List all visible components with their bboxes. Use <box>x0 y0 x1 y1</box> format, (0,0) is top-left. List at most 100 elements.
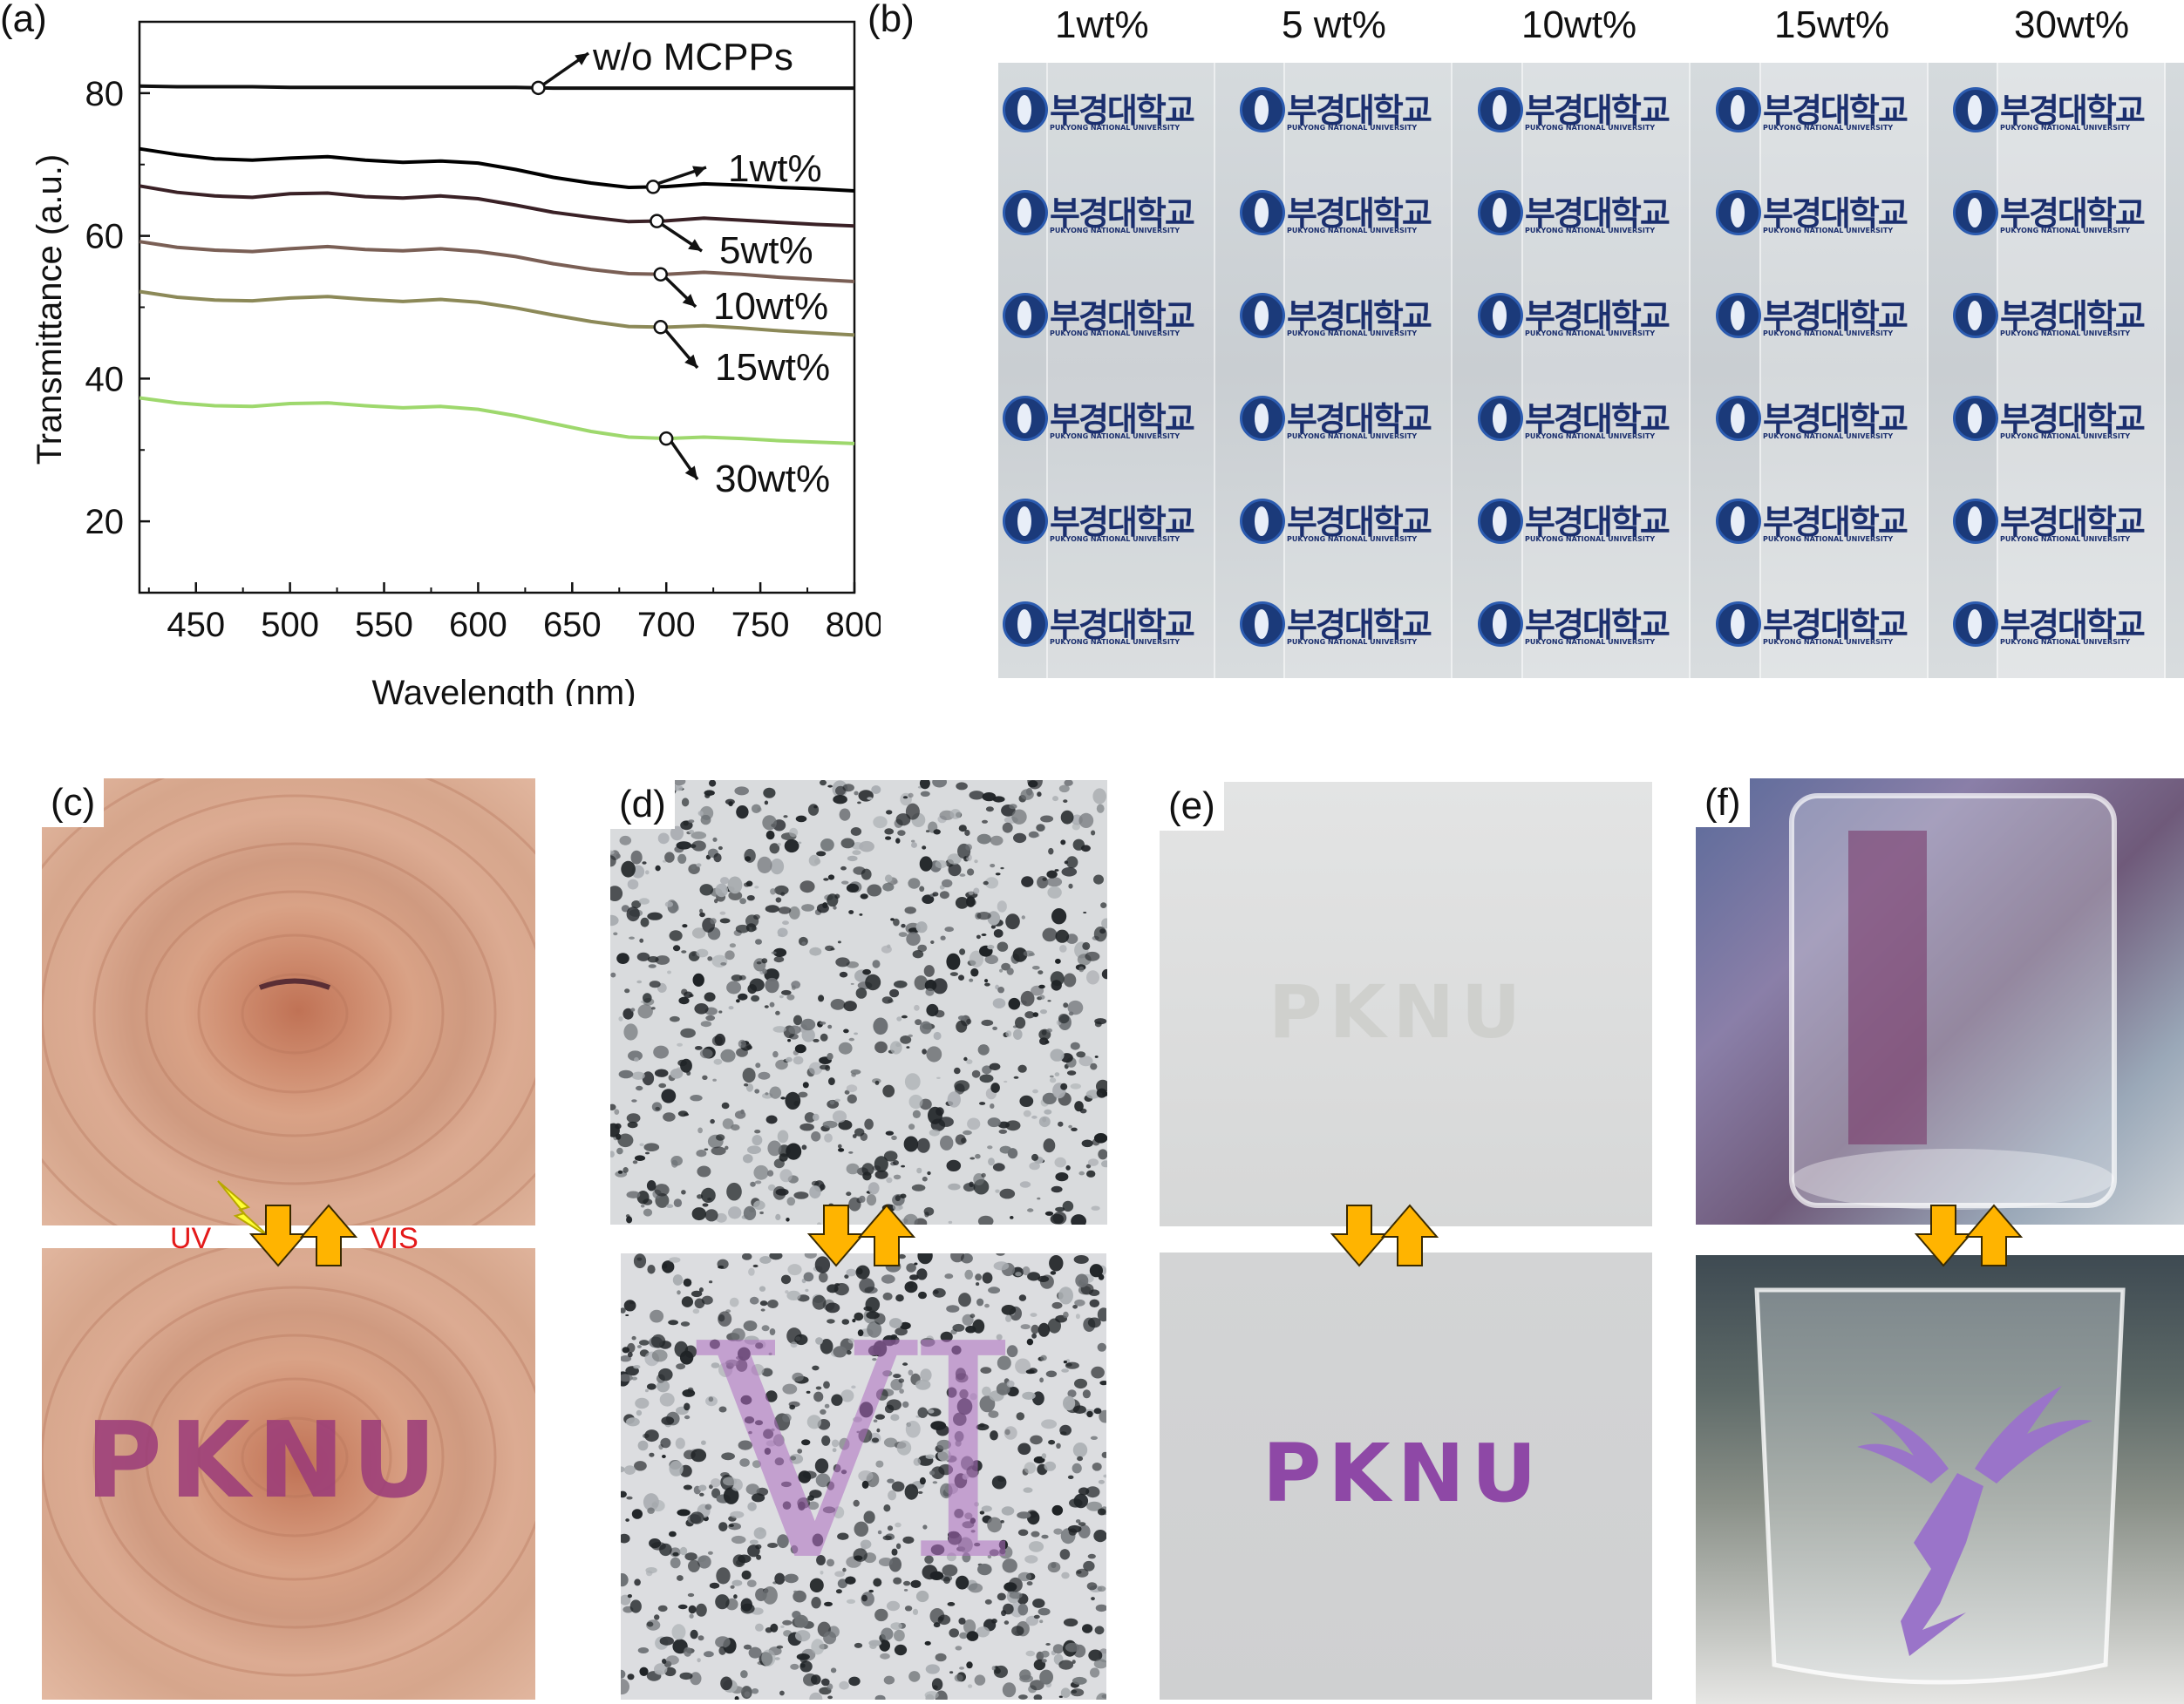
y-tick-label: 60 <box>85 218 125 256</box>
logo-subtext: PUKYONG NATIONAL UNIVERSITY <box>1525 535 1656 543</box>
x-tick-label: 550 <box>355 606 413 644</box>
logo-text: 부경대학교 <box>1287 400 1432 438</box>
logo-text: 부경대학교 <box>1763 297 1908 336</box>
x-tick-label: 500 <box>261 606 319 644</box>
logo-cell: 부경대학교 PUKYONG NATIONAL UNIVERSITY <box>1240 73 1471 152</box>
logo-text: 부경대학교 <box>1050 606 1195 644</box>
logo-cell: 부경대학교 PUKYONG NATIONAL UNIVERSITY <box>1953 176 2184 255</box>
granite-speckle-after <box>621 1253 1106 1700</box>
logo-cell: 부경대학교 PUKYONG NATIONAL UNIVERSITY <box>1716 382 1947 460</box>
logo-cell: 부경대학교 PUKYONG NATIONAL UNIVERSITY <box>1953 73 2184 152</box>
glass-photo-after <box>1696 1255 2184 1704</box>
logo-text: 부경대학교 <box>1050 400 1195 438</box>
film-strip <box>1997 63 2166 678</box>
logo-text: 부경대학교 <box>2000 297 2146 336</box>
transmittance-chart: 450 500 550 600 650 700 750 800 20 40 60 80 w/o MCP… <box>31 20 881 706</box>
logo-text: 부경대학교 <box>1050 297 1195 336</box>
logo-cell: 부경대학교 PUKYONG NATIONAL UNIVERSITY <box>1003 587 1234 666</box>
series-label-0: w/o MCPPs <box>592 36 793 78</box>
arrow-pair-e <box>1330 1204 1439 1267</box>
logo-subtext: PUKYONG NATIONAL UNIVERSITY <box>1287 124 1418 132</box>
wood-pknu-text: PKNU <box>85 1401 444 1522</box>
logo-text: 부경대학교 <box>1525 194 1670 233</box>
logo-cell: 부경대학교 PUKYONG NATIONAL UNIVERSITY <box>1716 279 1947 357</box>
logo-cell: 부경대학교 PUKYONG NATIONAL UNIVERSITY <box>1716 485 1947 563</box>
logo-subtext: PUKYONG NATIONAL UNIVERSITY <box>1287 227 1418 234</box>
logo-text: 부경대학교 <box>1763 503 1908 541</box>
logo-text: 부경대학교 <box>1050 92 1195 130</box>
concentration-label-5: 5 wt% <box>1282 3 1386 46</box>
x-axis-label: Wavelength (nm) <box>371 674 636 706</box>
series-line-1 <box>139 146 855 193</box>
glass-photo-before <box>1696 778 2184 1225</box>
university-emblem-icon <box>1003 601 1048 647</box>
university-emblem-icon <box>1953 499 1998 544</box>
university-emblem-icon <box>1478 293 1523 338</box>
series-arrowhead-1 <box>692 166 706 178</box>
logo-subtext: PUKYONG NATIONAL UNIVERSITY <box>1525 227 1656 234</box>
logo-text: 부경대학교 <box>2000 606 2146 644</box>
y-tick-label: 20 <box>85 503 125 541</box>
university-emblem-icon <box>1716 293 1761 338</box>
wood-photo-after: PKNU <box>42 1248 535 1700</box>
glass-cup-before <box>1789 793 2117 1210</box>
logo-cell: 부경대학교 PUKYONG NATIONAL UNIVERSITY <box>1240 382 1471 460</box>
panel-label-c: (c) <box>42 778 105 827</box>
logo-subtext: PUKYONG NATIONAL UNIVERSITY <box>1050 329 1180 337</box>
logo-text: 부경대학교 <box>1050 194 1195 233</box>
logo-text: 부경대학교 <box>1763 400 1908 438</box>
logo-cell: 부경대학교 PUKYONG NATIONAL UNIVERSITY <box>1003 485 1234 563</box>
logo-text: 부경대학교 <box>1287 92 1432 130</box>
logo-subtext: PUKYONG NATIONAL UNIVERSITY <box>2000 638 2131 646</box>
concentration-label-10: 10wt% <box>1521 3 1637 46</box>
series-arrowhead-4 <box>684 354 697 368</box>
university-emblem-icon <box>1003 396 1048 441</box>
university-emblem-icon <box>1478 601 1523 647</box>
university-emblem-icon <box>1240 293 1285 338</box>
x-tick-label: 600 <box>449 606 507 644</box>
film-strip <box>1759 63 1929 678</box>
x-tick-label: 650 <box>543 606 602 644</box>
uv-label: UV <box>170 1222 212 1255</box>
logo-subtext: PUKYONG NATIONAL UNIVERSITY <box>1287 638 1418 646</box>
university-emblem-icon <box>1953 396 1998 441</box>
series-arrowhead-0 <box>575 53 589 65</box>
granite-vi-text: VI <box>699 1281 1022 1626</box>
logo-cell: 부경대학교 PUKYONG NATIONAL UNIVERSITY <box>1953 485 2184 563</box>
logo-subtext: PUKYONG NATIONAL UNIVERSITY <box>1050 638 1180 646</box>
university-emblem-icon <box>1953 190 1998 235</box>
logo-subtext: PUKYONG NATIONAL UNIVERSITY <box>2000 432 2131 440</box>
logo-cell: 부경대학교 PUKYONG NATIONAL UNIVERSITY <box>1478 176 1709 255</box>
logo-cell: 부경대학교 PUKYONG NATIONAL UNIVERSITY <box>1716 73 1947 152</box>
wood-rings-before <box>42 778 535 1225</box>
paper-photo-after: PKNU <box>1160 1253 1652 1700</box>
series-arrowhead-2 <box>688 239 702 251</box>
logo-cell: 부경대학교 PUKYONG NATIONAL UNIVERSITY <box>1953 382 2184 460</box>
university-emblem-icon <box>1478 87 1523 132</box>
logo-subtext: PUKYONG NATIONAL UNIVERSITY <box>2000 329 2131 337</box>
university-emblem-icon <box>1953 87 1998 132</box>
series-line-0 <box>139 84 854 91</box>
logo-text: 부경대학교 <box>1525 503 1670 541</box>
series-line-5 <box>139 396 855 445</box>
series-line-2 <box>139 184 855 228</box>
logo-text: 부경대학교 <box>2000 400 2146 438</box>
film-strip <box>1521 63 1691 678</box>
panel-label-d: (d) <box>610 780 675 829</box>
series-label-2: 5wt% <box>719 229 813 272</box>
x-tick-label: 800 <box>826 606 881 644</box>
logo-cell: 부경대학교 PUKYONG NATIONAL UNIVERSITY <box>1240 485 1471 563</box>
logo-cell: 부경대학교 PUKYONG NATIONAL UNIVERSITY <box>1003 279 1234 357</box>
arrow-pair-c <box>248 1204 358 1267</box>
logo-subtext: PUKYONG NATIONAL UNIVERSITY <box>1763 535 1894 543</box>
university-emblem-icon <box>1240 190 1285 235</box>
y-tick-label: 80 <box>85 75 125 113</box>
arrow-pair-d <box>806 1204 916 1267</box>
film-strip <box>1283 63 1453 678</box>
logo-cell: 부경대학교 PUKYONG NATIONAL UNIVERSITY <box>1478 279 1709 357</box>
logo-subtext: PUKYONG NATIONAL UNIVERSITY <box>1050 432 1180 440</box>
concentration-label-1: 1wt% <box>1055 3 1149 46</box>
series-marker-2 <box>650 214 664 228</box>
logo-text: 부경대학교 <box>1763 92 1908 130</box>
series-marker-0 <box>531 80 546 96</box>
